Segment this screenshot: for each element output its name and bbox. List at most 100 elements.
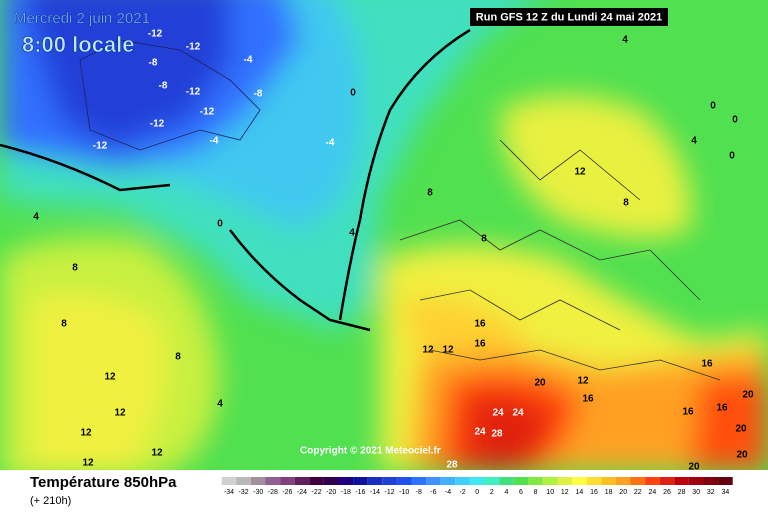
legend-swatch <box>396 477 412 485</box>
forecast-time: 8:00 locale <box>22 32 135 57</box>
contour-label: -12 <box>93 141 108 152</box>
legend: -34 -32 -30 -28 -26 -24 -22 -20 -18 -16 -14 -12 -10-… <box>221 477 733 496</box>
legend-swatch <box>674 477 689 485</box>
legend-label: -10 <box>399 489 409 496</box>
legend-swatch <box>528 477 543 485</box>
contour-label: 8 <box>61 319 67 330</box>
contour-label: -4 <box>244 55 253 66</box>
legend-swatch <box>411 477 427 485</box>
contour-label: 16 <box>682 407 694 418</box>
contour-label: 12 <box>422 345 434 356</box>
legend-label: 18 <box>605 489 613 496</box>
legend-swatch <box>601 477 616 485</box>
legend-label: 10 <box>546 489 554 496</box>
legend-swatch <box>557 477 573 485</box>
field-title: Température 850hPa <box>30 474 177 491</box>
contour-label: -4 <box>210 136 219 147</box>
legend-label: -34 <box>224 489 234 496</box>
legend-swatch <box>572 477 587 485</box>
legend-label: 8 <box>534 489 538 496</box>
contour-label: 8 <box>481 234 487 245</box>
contour-label: 16 <box>474 339 486 350</box>
legend-swatch <box>382 477 397 485</box>
contour-label: -12 <box>150 119 165 130</box>
contour-label: 0 <box>350 88 356 99</box>
contour-label: 16 <box>716 403 728 414</box>
legend-label: 32 <box>707 489 715 496</box>
contour-label: 16 <box>701 359 713 370</box>
contour-label: 20 <box>736 450 748 461</box>
contour-labels: -12 -12 -8 -4 -8 -12 -8 -12 -12 -4 -12 0 -4 4 0 0 4 0 12 8 8… <box>33 29 754 473</box>
contour-label: 0 <box>732 115 738 126</box>
legend-swatch <box>499 477 514 485</box>
legend-swatch <box>484 477 500 485</box>
legend-swatch <box>513 477 529 485</box>
contour-label: 12 <box>82 458 94 469</box>
legend-label: -16 <box>355 489 365 496</box>
contour-label: -8 <box>254 89 263 100</box>
legend-label: 28 <box>678 489 686 496</box>
legend-label: -14 <box>370 489 380 496</box>
contour-label: -12 <box>200 107 215 118</box>
legend-label: 2 <box>490 489 494 496</box>
legend-swatch <box>426 477 441 485</box>
legend-label: 30 <box>692 489 700 496</box>
legend-label: -26 <box>282 489 292 496</box>
contour-label: 28 <box>491 429 503 440</box>
legend-label: 20 <box>619 489 627 496</box>
contour-label: 12 <box>151 448 163 459</box>
legend-swatch <box>338 477 354 485</box>
legend-label: 26 <box>663 489 671 496</box>
contour-label: 12 <box>114 408 126 419</box>
legend-label: 34 <box>722 489 730 496</box>
contour-label: -4 <box>326 138 335 149</box>
legend-label: 4 <box>504 489 508 496</box>
legend-swatch <box>353 477 368 485</box>
contour-label: -8 <box>149 58 158 69</box>
copyright: Copyright © 2021 Meteociel.fr <box>300 446 441 457</box>
contour-label: 4 <box>217 399 223 410</box>
legend-label: -4 <box>445 489 451 496</box>
contour-label: 24 <box>512 408 524 419</box>
legend-label: -12 <box>385 489 395 496</box>
legend-label: -32 <box>239 489 249 496</box>
contour-label: 12 <box>104 372 116 383</box>
contour-label: 8 <box>72 263 78 274</box>
contour-label: 4 <box>622 35 628 46</box>
contour-label: -12 <box>186 87 201 98</box>
legend-label: -2 <box>459 489 465 496</box>
legend-swatch <box>718 477 733 485</box>
forecast-date: Mercredi 2 juin 2021 <box>14 10 150 27</box>
legend-swatch <box>615 477 631 485</box>
contour-label: 12 <box>80 428 92 439</box>
legend-swatch <box>469 477 485 485</box>
legend-swatch <box>630 477 646 485</box>
legend-label: 6 <box>519 489 523 496</box>
legend-label: -22 <box>312 489 322 496</box>
legend-label: -30 <box>253 489 263 496</box>
contour-label: -8 <box>159 81 168 92</box>
legend-label: 22 <box>634 489 642 496</box>
legend-swatch <box>250 477 266 485</box>
legend-swatch <box>542 477 558 485</box>
contour-label: 20 <box>534 378 546 389</box>
legend-label: -24 <box>297 489 307 496</box>
run-box <box>470 8 668 26</box>
contour-label: 4 <box>33 212 39 223</box>
contour-label: 4 <box>691 136 697 147</box>
contour-label: 12 <box>577 376 589 387</box>
legend-swatch <box>659 477 675 485</box>
contour-label: 28 <box>446 460 458 471</box>
legend-swatch <box>645 477 660 485</box>
contour-label: 12 <box>574 167 586 178</box>
contour-label: 16 <box>582 394 594 405</box>
contour-label: 12 <box>442 345 454 356</box>
legend-swatch <box>236 477 251 485</box>
legend-label: 16 <box>590 489 598 496</box>
contour-label: 20 <box>688 462 700 473</box>
legend-swatch <box>294 477 310 485</box>
legend-swatch <box>367 477 383 485</box>
contour-label: 20 <box>742 390 754 401</box>
legend-swatch <box>440 477 456 485</box>
